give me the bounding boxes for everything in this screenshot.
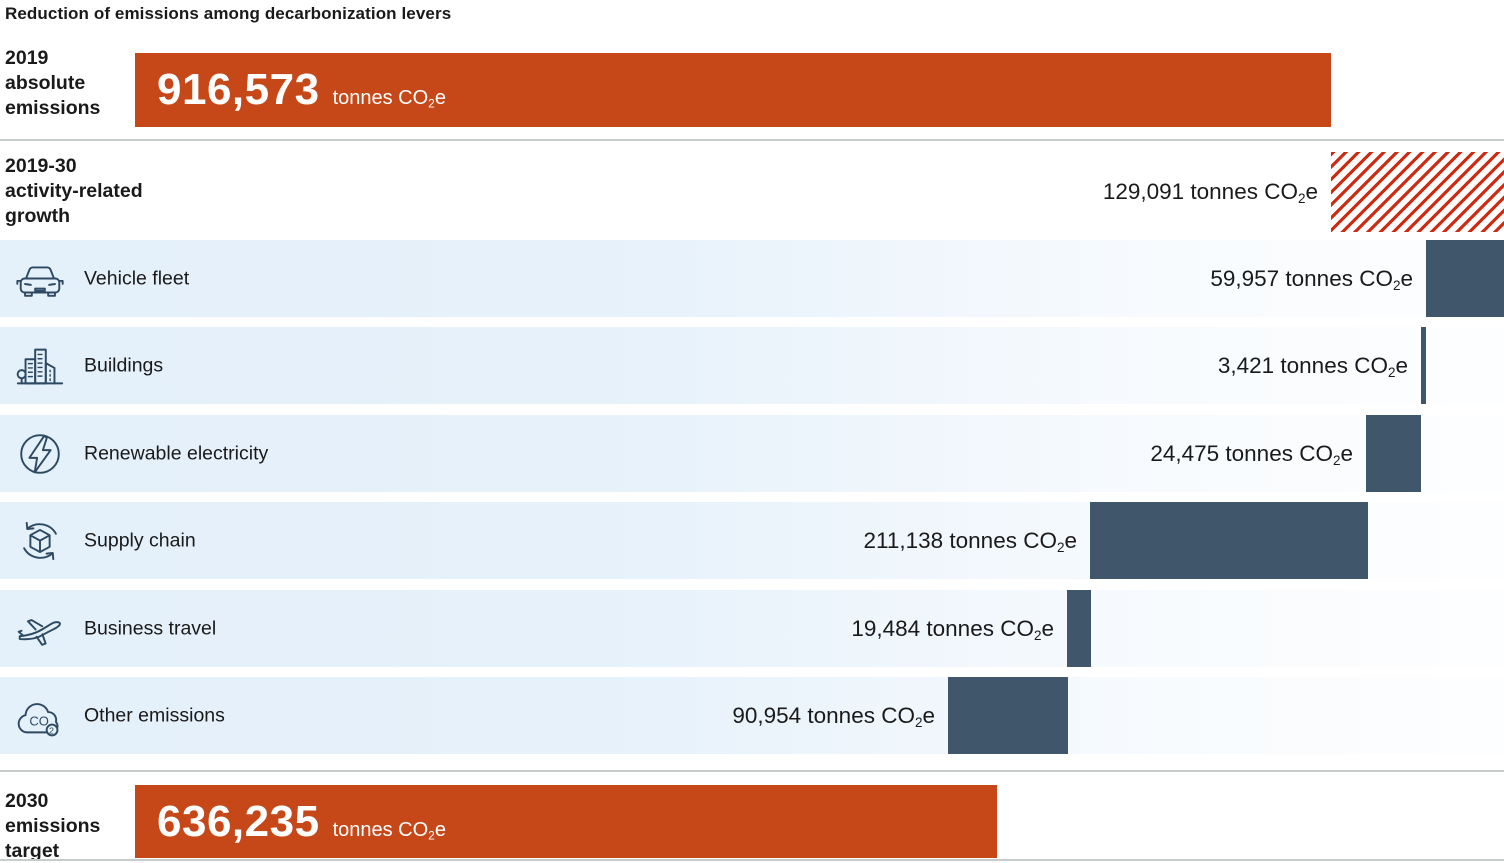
lever-bar xyxy=(1090,502,1368,579)
other-emissions-icon: CO 2 xyxy=(13,689,67,743)
start-row: 916,573 tonnes CO2e xyxy=(0,53,1504,127)
chart-title: Reduction of emissions among decarboniza… xyxy=(5,4,452,23)
lever-label: Other emissions xyxy=(84,704,225,726)
target-bar: 636,235 tonnes CO2e xyxy=(135,785,997,858)
supply-chain-icon xyxy=(13,514,67,568)
start-bar: 916,573 tonnes CO2e xyxy=(135,53,1331,127)
target-label: 2030 emissions target xyxy=(5,790,101,862)
lever-value: 3,421 tonnes CO2e xyxy=(1217,352,1408,380)
svg-text:2: 2 xyxy=(49,725,54,735)
target-row: 636,235 tonnes CO2e xyxy=(0,785,1504,858)
lever-row-business-travel: Business travel 19,484 tonnes CO2e xyxy=(0,590,1504,667)
growth-bar-hatched xyxy=(1331,152,1504,232)
separator-bottom xyxy=(0,859,1504,861)
lever-label: Vehicle fleet xyxy=(84,267,190,289)
lever-row-supply-chain: Supply chain 211,138 tonnes CO2e xyxy=(0,502,1504,579)
buildings-icon xyxy=(13,339,67,393)
lever-bar xyxy=(1421,327,1426,404)
lever-value: 24,475 tonnes CO2e xyxy=(1150,440,1353,468)
start-label: 2019 absolute emissions xyxy=(5,47,101,119)
separator-top xyxy=(0,139,1504,141)
lever-value: 211,138 tonnes CO2e xyxy=(863,527,1077,555)
lever-value: 59,957 tonnes CO2e xyxy=(1210,265,1413,293)
lever-bar xyxy=(1366,415,1421,492)
lever-bar xyxy=(1067,590,1091,667)
growth-label: 2019-30 activity-related growth xyxy=(5,155,143,227)
growth-value: 129,091 tonnes CO2e xyxy=(1102,179,1318,206)
business-travel-icon xyxy=(13,602,67,656)
renewable-electricity-icon xyxy=(13,427,67,481)
lever-value: 90,954 tonnes CO2e xyxy=(732,702,935,730)
lever-row-vehicle-fleet: Vehicle fleet 59,957 tonnes CO2e xyxy=(0,240,1504,317)
growth-row: 129,091 tonnes CO2e xyxy=(0,152,1504,232)
start-value: 916,573 xyxy=(157,65,320,114)
lever-label: Business travel xyxy=(84,617,217,639)
lever-row-buildings: Buildings 3,421 tonnes CO2e xyxy=(0,327,1504,404)
lever-label: Renewable electricity xyxy=(84,442,269,464)
lever-row-renewable-electricity: Renewable electricity 24,475 tonnes CO2e xyxy=(0,415,1504,492)
lever-bar xyxy=(948,677,1068,754)
target-value: 636,235 xyxy=(157,796,320,846)
start-unit: tonnes CO2e xyxy=(332,87,446,111)
lever-label: Supply chain xyxy=(84,529,196,551)
separator-bottom-section xyxy=(0,770,1504,772)
lever-bar xyxy=(1426,240,1504,317)
target-unit: tonnes CO2e xyxy=(332,818,446,842)
lever-value: 19,484 tonnes CO2e xyxy=(851,615,1054,643)
lever-label: Buildings xyxy=(84,354,164,376)
svg-text:CO: CO xyxy=(29,713,49,728)
lever-row-other-emissions: CO 2 Other emissions 90,954 tonnes CO2e xyxy=(0,677,1504,754)
car-icon xyxy=(13,252,67,306)
